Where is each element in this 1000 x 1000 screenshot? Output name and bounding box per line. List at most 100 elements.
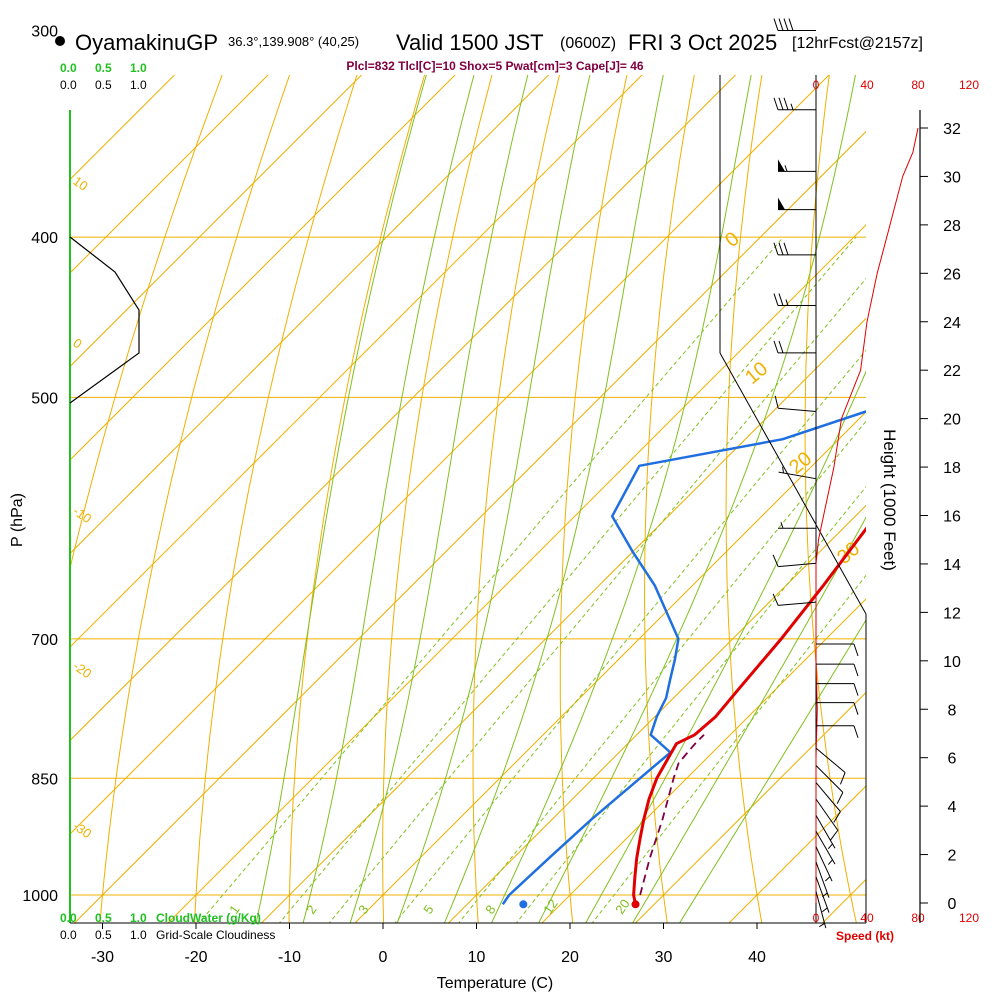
height-label-10: 10 <box>943 654 961 671</box>
dry-adiabat-10 <box>472 75 560 923</box>
wind-barb-23 <box>815 830 836 865</box>
wind-barb-26 <box>815 876 830 913</box>
mixing-ratio-5 <box>394 349 866 923</box>
wind-barb-18 <box>815 747 846 785</box>
top-cloudwater-tick-0: 0.0 <box>60 61 77 75</box>
height-label-6: 6 <box>948 751 957 768</box>
station-name: OyamakinuGP <box>75 30 218 55</box>
isotherm--90 <box>70 75 363 368</box>
height-label-32: 32 <box>943 121 961 138</box>
moist-adiabat-9 <box>679 619 866 923</box>
speed-profile-line <box>815 127 919 903</box>
speed-bottom-label-80: 80 <box>911 911 925 925</box>
parcel-line <box>639 734 705 896</box>
mixing-ratio-label-3: 3 <box>355 902 371 917</box>
mixing-ratio-label-12: 12 <box>540 896 561 916</box>
dry-adiabat--30 <box>99 75 291 923</box>
top-cloudwater-tick-2: 1.0 <box>130 61 147 75</box>
wind-barb-5 <box>773 242 816 256</box>
isotherm--100 <box>70 75 269 274</box>
cloudwater-tick-0: 0.0 <box>60 911 77 925</box>
wind-barb-2 <box>773 97 816 111</box>
moist-adiabat-0 <box>255 75 427 923</box>
cloudwater-tick-2: 1.0 <box>130 911 147 925</box>
dry-adiabat--10 <box>288 75 426 923</box>
dry-adiabat--40 <box>70 75 223 571</box>
height-label-22: 22 <box>943 363 961 380</box>
x-tick-label-20: 20 <box>561 949 579 966</box>
speed-top-label-0: 0 <box>813 78 820 92</box>
station-dot-icon <box>55 36 65 46</box>
wind-barb-11 <box>772 554 817 568</box>
dry-adiabat-70 <box>956 0 1000 963</box>
cloudwater-label: CloudWater (g/Kg) <box>156 911 261 925</box>
moist-adiabat-6 <box>538 75 856 923</box>
isotherm--40 <box>70 75 830 835</box>
cloudiness-tick-2: 1.0 <box>130 928 147 942</box>
height-label-28: 28 <box>943 218 961 235</box>
height-label-2: 2 <box>948 848 957 865</box>
wind-barb-27 <box>815 891 827 929</box>
wind-barb-1 <box>773 18 816 32</box>
cloudiness-profile <box>69 236 140 404</box>
isotherm--30 <box>73 130 866 923</box>
wind-speed-panel: 0040408080120120024681012141618202224262… <box>772 18 979 929</box>
isotherm-40 <box>728 785 866 923</box>
dry-adiabat-label-10: 10 <box>70 173 90 194</box>
moist-adiabat-1 <box>302 75 475 923</box>
x-tick-label-0: 0 <box>379 949 388 966</box>
speed-bottom-label-0: 0 <box>813 911 820 925</box>
speed-top-label-80: 80 <box>911 78 925 92</box>
wind-barb-22 <box>815 815 836 849</box>
wind-barb-10 <box>778 522 816 529</box>
moist-adiabat-label-10: 10 <box>741 358 772 389</box>
height-label-16: 16 <box>943 509 961 526</box>
wind-barb-21 <box>815 798 839 841</box>
moist-adiabat-4 <box>443 75 664 923</box>
wind-barb-17 <box>816 725 859 738</box>
isotherm--60 <box>70 75 643 648</box>
height-label-20: 20 <box>943 412 961 429</box>
moist-adiabat-2 <box>349 75 529 923</box>
background-lines <box>70 0 1000 963</box>
wind-barb-20 <box>815 782 841 823</box>
mixing-ratio-8 <box>458 420 866 923</box>
wind-barb-6 <box>773 293 816 307</box>
height-label-24: 24 <box>943 315 961 332</box>
wind-barb-3 <box>778 159 816 172</box>
x-tick-label--30: -30 <box>91 949 114 966</box>
moist-adiabat-7 <box>585 370 866 923</box>
cloudiness-tick-1: 0.5 <box>95 928 112 942</box>
isotherm-10 <box>447 504 866 923</box>
speed-axis-title: Speed (kt) <box>836 929 894 943</box>
valid-zulu: (0600Z) <box>560 35 616 52</box>
sounding-profiles <box>501 410 866 909</box>
wind-barb-13 <box>816 643 859 657</box>
mixing-ratio-2 <box>278 236 857 923</box>
wind-barb-15 <box>816 683 859 696</box>
x-tick-label-40: 40 <box>748 949 766 966</box>
forecast-info: [12hrFcst@2157z] <box>792 35 923 52</box>
station-coords: 36.3°,139.908° (40,25) <box>228 34 359 49</box>
mixing-ratio-label-20: 20 <box>612 896 633 916</box>
pressure-label-500: 500 <box>31 390 58 407</box>
top-cloudiness-tick-1: 0.5 <box>95 78 112 92</box>
y-axis-title: P (hPa) <box>9 493 26 547</box>
dry-adiabat--20 <box>194 75 358 923</box>
isotherm-20 <box>541 598 866 923</box>
axes: -30-20-100102030402503004005007008501000 <box>22 24 867 966</box>
wind-barb-24 <box>815 846 833 882</box>
wind-barb-19 <box>815 765 844 804</box>
dewpoint-line <box>501 410 866 906</box>
height-label-4: 4 <box>948 799 957 816</box>
mixing-ratio-label-5: 5 <box>420 902 436 917</box>
dry-adiabat-label--20: -20 <box>70 658 94 681</box>
wind-barb-9 <box>778 466 817 480</box>
dry-adiabat-label--10: -10 <box>70 503 94 526</box>
pressure-label-1000: 1000 <box>22 888 58 905</box>
isotherm--20 <box>167 224 866 923</box>
dry-adiabat-label-0: 0 <box>70 335 85 351</box>
top-cloudiness-tick-2: 1.0 <box>130 78 147 92</box>
